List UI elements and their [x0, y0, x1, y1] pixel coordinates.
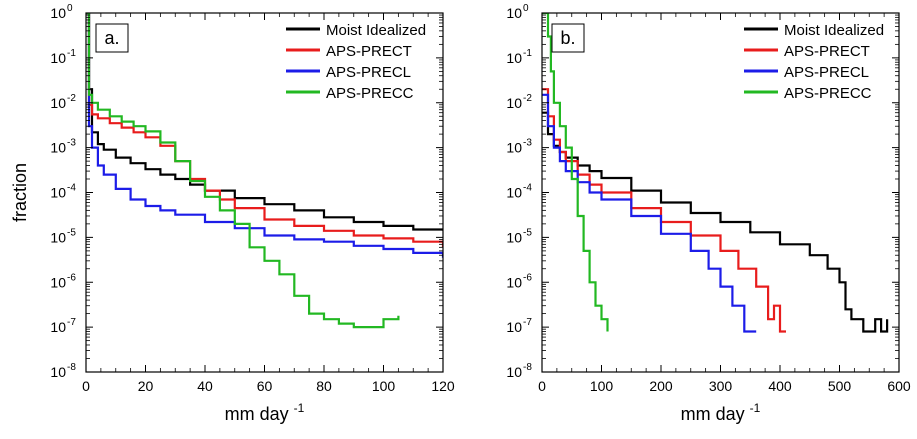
series-line-moist-idealized — [542, 111, 889, 333]
y-tick-label: 10 — [50, 140, 66, 156]
y-tick-exponent: -7 — [67, 317, 76, 328]
y-axis-label: fraction — [10, 163, 30, 222]
series-group — [542, 13, 889, 333]
legend-label: APS-PRECC — [784, 85, 872, 102]
y-tick-label: 10 — [506, 274, 522, 290]
y-tick-exponent: -4 — [523, 183, 532, 194]
y-tick-exponent: -5 — [523, 227, 532, 238]
series-group — [86, 13, 443, 329]
y-tick-exponent: -3 — [523, 138, 532, 149]
panel-tag: b. — [551, 23, 585, 53]
x-tick-label: 80 — [316, 378, 332, 394]
panel-tag-label: a. — [104, 28, 119, 48]
legend-label: Moist Idealized — [326, 22, 426, 39]
x-tick-label: 60 — [257, 378, 273, 394]
y-tick-label: 10 — [50, 364, 66, 380]
series-line-aps-prect — [542, 88, 786, 333]
x-tick-label: 200 — [649, 378, 673, 394]
y-tick-label: 10 — [50, 229, 66, 245]
legend-label: APS-PRECT — [326, 43, 412, 60]
x-tick-label: 40 — [197, 378, 213, 394]
x-tick-label: 600 — [887, 378, 911, 394]
y-tick-label: 10 — [506, 229, 522, 245]
y-tick-exponent: 0 — [67, 3, 73, 14]
y-tick-label: 10 — [506, 5, 522, 21]
series-line-aps-precc — [86, 13, 400, 329]
legend-label: APS-PRECT — [784, 43, 870, 60]
y-tick-label: 10 — [50, 50, 66, 66]
y-tick-exponent: -1 — [523, 48, 532, 59]
x-tick-label: 0 — [82, 378, 90, 394]
y-tick-label: 10 — [50, 185, 66, 201]
y-tick-label: 10 — [506, 364, 522, 380]
x-axis-label: mm day -1 — [225, 401, 305, 424]
y-tick-exponent: -6 — [523, 272, 532, 283]
y-tick-exponent: -3 — [67, 138, 76, 149]
y-tick-exponent: -2 — [523, 93, 532, 104]
y-tick-exponent: -5 — [67, 227, 76, 238]
x-tick-label: 400 — [768, 378, 792, 394]
y-tick-exponent: -4 — [67, 183, 76, 194]
y-tick-exponent: -2 — [67, 93, 76, 104]
x-tick-label: 120 — [431, 378, 455, 394]
panel-tag: a. — [95, 23, 129, 53]
y-tick-label: 10 — [50, 319, 66, 335]
y-tick-exponent: -7 — [523, 317, 532, 328]
y-tick-label: 10 — [506, 50, 522, 66]
legend-label: APS-PRECL — [784, 64, 869, 81]
x-axis-label: mm day -1 — [681, 401, 761, 424]
x-tick-label: 0 — [538, 378, 546, 394]
legend: Moist Idealized APS-PRECT APS-PRECL APS-PRE… — [744, 22, 884, 102]
x-tick-label: 100 — [372, 378, 396, 394]
legend-label: APS-PRECL — [326, 64, 411, 81]
y-tick-label: 10 — [506, 185, 522, 201]
y-tick-label: 10 — [50, 5, 66, 21]
y-tick-label: 10 — [506, 140, 522, 156]
legend: Moist Idealized APS-PRECT APS-PRECL APS-PRE… — [286, 22, 426, 102]
series-line-aps-precc — [542, 13, 609, 332]
y-tick-exponent: -8 — [523, 362, 532, 373]
y-tick-label: 10 — [506, 319, 522, 335]
x-tick-label: 20 — [138, 378, 154, 394]
y-tick-label: 10 — [506, 95, 522, 111]
legend-label: Moist Idealized — [784, 22, 884, 39]
panel-tag-label: b. — [560, 28, 575, 48]
x-tick-label: 500 — [828, 378, 852, 394]
y-tick-exponent: -6 — [67, 272, 76, 283]
x-tick-label: 100 — [590, 378, 614, 394]
y-tick-exponent: -1 — [67, 48, 76, 59]
y-tick-label: 10 — [50, 274, 66, 290]
x-axis-label-exponent: -1 — [750, 401, 761, 415]
y-tick-exponent: 0 — [523, 3, 529, 14]
x-axis-label-exponent: -1 — [294, 401, 305, 415]
series-line-aps-precl — [542, 93, 757, 333]
y-tick-exponent: -8 — [67, 362, 76, 373]
legend-label: APS-PRECC — [326, 85, 414, 102]
x-tick-label: 300 — [709, 378, 733, 394]
y-tick-label: 10 — [50, 95, 66, 111]
series-line-aps-precl — [86, 13, 443, 258]
